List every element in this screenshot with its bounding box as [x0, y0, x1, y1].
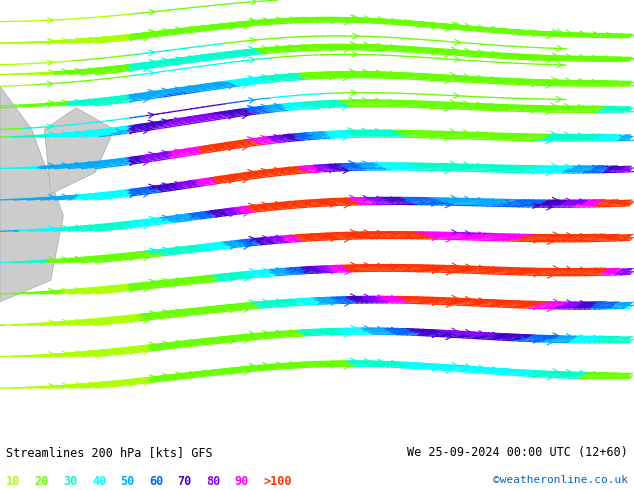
Polygon shape [0, 86, 63, 302]
Text: >100: >100 [263, 475, 292, 489]
Text: 70: 70 [178, 475, 191, 489]
Text: ©weatheronline.co.uk: ©weatheronline.co.uk [493, 475, 628, 485]
Text: 50: 50 [120, 475, 134, 489]
Polygon shape [44, 108, 114, 194]
Text: 60: 60 [149, 475, 163, 489]
Text: We 25-09-2024 00:00 UTC (12+60): We 25-09-2024 00:00 UTC (12+60) [407, 446, 628, 459]
Text: 90: 90 [235, 475, 249, 489]
Text: 30: 30 [63, 475, 77, 489]
Text: 40: 40 [92, 475, 106, 489]
Text: 80: 80 [206, 475, 220, 489]
Text: 10: 10 [6, 475, 20, 489]
Text: Streamlines 200 hPa [kts] GFS: Streamlines 200 hPa [kts] GFS [6, 446, 213, 459]
Text: 20: 20 [35, 475, 49, 489]
